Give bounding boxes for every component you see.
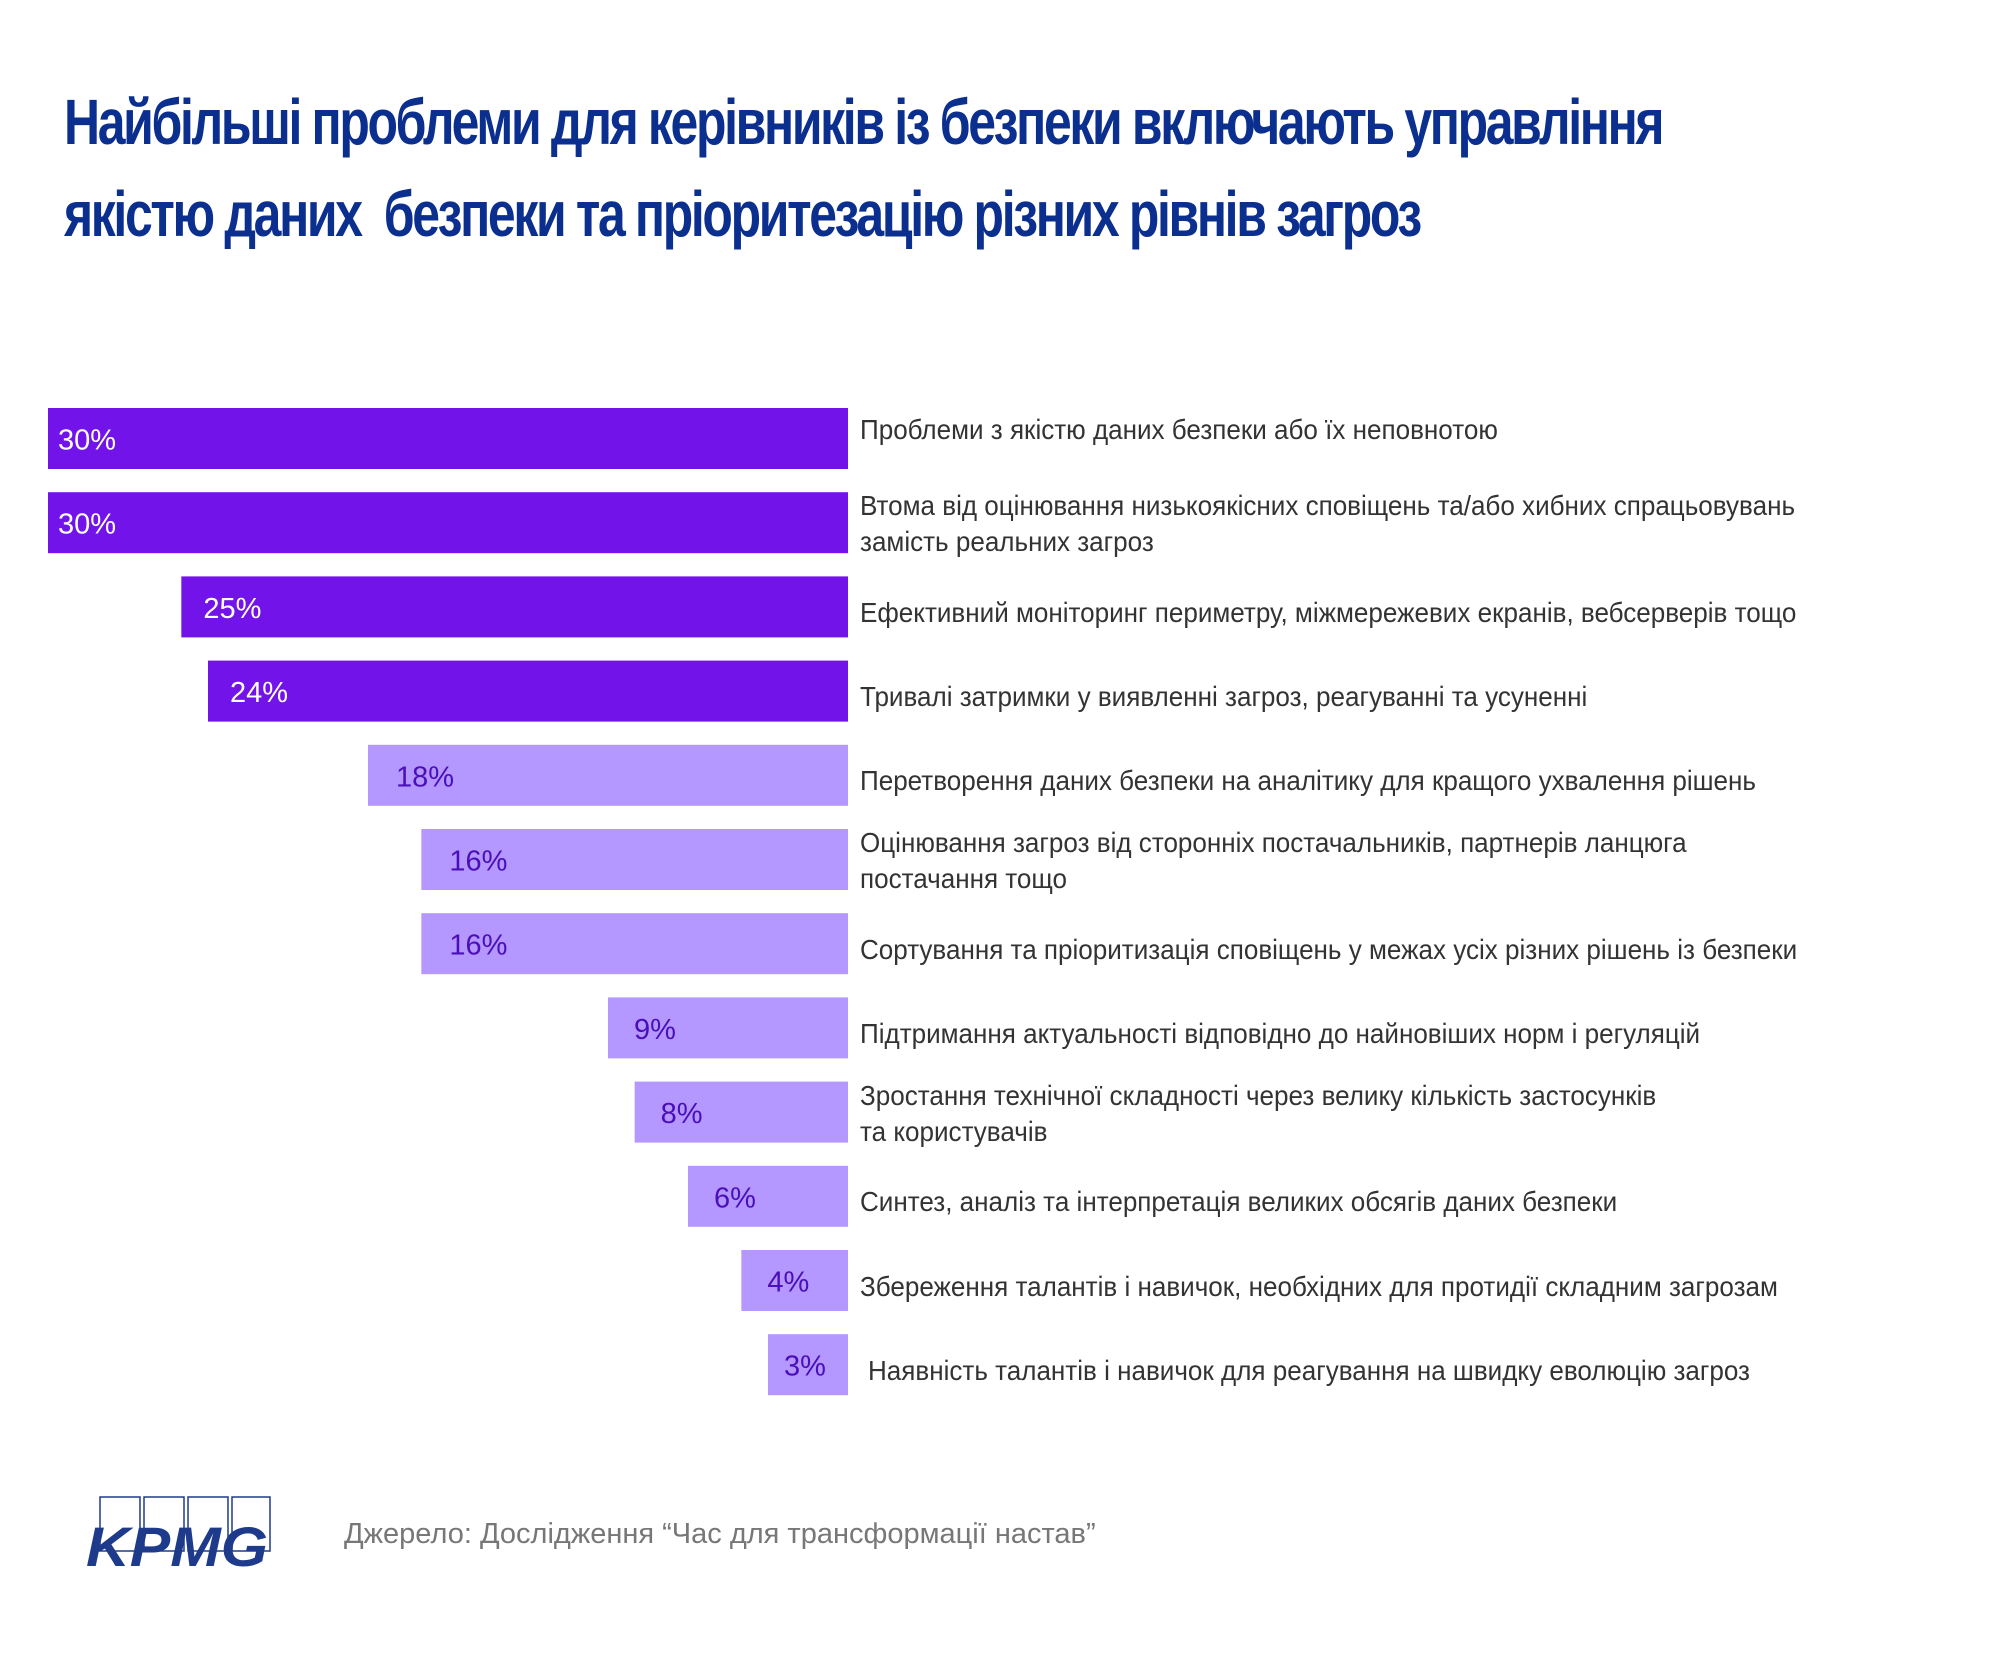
bar-value-label: 9% [634,1014,676,1046]
bar-group: 30% [48,408,848,469]
category-label: Проблеми з якістю даних безпеки або їх н… [860,412,1902,448]
source-note: Джерело: Дослідження “Час для трансформа… [344,1518,1096,1550]
bar [181,576,849,638]
bar [688,1165,848,1227]
category-label-line: Ефективний моніторинг периметру, міжмере… [860,596,1797,628]
bar-group: 3% [768,1334,848,1396]
kpmg-logo: KPMG [86,1496,271,1572]
bar [48,492,848,554]
bar-group: 4% [741,1250,848,1311]
bar [208,660,848,722]
category-label: Ефективний моніторинг периметру, міжмере… [860,595,1902,631]
bar-group: 25% [181,576,849,638]
bar-value-label: 8% [661,1098,703,1130]
bar-value-label: 30% [58,509,116,541]
category-label-line: Збереження талантів і навичок, необхідни… [860,1270,1778,1302]
bar [48,408,848,469]
bar-group: 9% [608,997,848,1059]
category-label-line: Тривалі затримки у виявленні загроз, реа… [860,681,1588,713]
bar-group: 16% [421,913,848,975]
bar-group: 16% [421,829,848,890]
bar-group: 24% [208,660,848,722]
category-label: Збереження талантів і навичок, необхідни… [860,1269,1902,1305]
category-label-line: Підтримання актуальності відповідно до н… [860,1017,1701,1049]
bar-value-label: 30% [58,425,116,457]
bar-value-label: 4% [767,1267,809,1299]
bar [768,1334,848,1396]
bar-group: 30% [48,492,848,554]
category-label: Сортування та пріоритизація сповіщень у … [860,932,1902,968]
category-label-line: постачання тощо [860,863,1068,894]
kpmg-logo-text: KPMG [86,1515,268,1572]
bar-value-label: 6% [714,1182,756,1214]
category-label-line: Зростання технічної складності через вел… [860,1079,1657,1111]
bar-value-label: 16% [449,846,507,878]
category-label-line: Проблеми з якістю даних безпеки або їх н… [860,413,1498,445]
category-label: Перетворення даних безпеки на аналітику … [860,763,1902,799]
bar [741,1250,848,1311]
category-label: Підтримання актуальності відповідно до н… [860,1016,1902,1052]
bar [634,1081,848,1143]
category-label: Оцінювання загроз від сторонніх постачал… [860,825,1902,897]
bar-value-label: 25% [203,593,261,625]
category-label-line: Наявність талантів і навичок для реагува… [868,1354,1751,1386]
bar [608,997,848,1059]
chart-title-line-2: якістю даних безпеки та пріоритезацію рі… [64,178,1422,250]
bar-group: 8% [634,1081,848,1143]
category-label: Тривалі затримки у виявленні загроз, реа… [860,679,1902,715]
category-label: Синтез, аналіз та інтерпретація великих … [860,1184,1902,1220]
bar-group: 18% [368,744,848,806]
bar-value-label: 3% [784,1351,826,1383]
category-label-line: Перетворення даних безпеки на аналітику … [860,765,1756,797]
category-label-line: Втома від оцінювання низькоякісних спові… [860,490,1796,522]
category-label-line: Синтез, аналіз та інтерпретація великих … [860,1186,1618,1218]
category-label: Наявність талантів і навичок для реагува… [868,1353,1910,1389]
bar [421,829,848,890]
category-label: Зростання технічної складності через вел… [860,1078,1902,1150]
category-label-line: Сортування та пріоритизація сповіщень у … [860,933,1798,965]
category-label-line: замість реальних загроз [860,526,1154,558]
bar [421,913,848,975]
bar-value-label: 18% [396,761,454,793]
category-label-line: та користувачів [860,1115,1048,1147]
bar-group: 6% [688,1165,848,1227]
category-label-line: Оцінювання загроз від сторонніх постачал… [860,827,1687,858]
kpmg-logo-boxes [99,1496,271,1552]
bar [368,744,848,806]
bar-value-label: 24% [230,677,288,709]
category-label: Втома від оцінювання низькоякісних спові… [860,488,1902,560]
bar-value-label: 16% [449,930,507,962]
